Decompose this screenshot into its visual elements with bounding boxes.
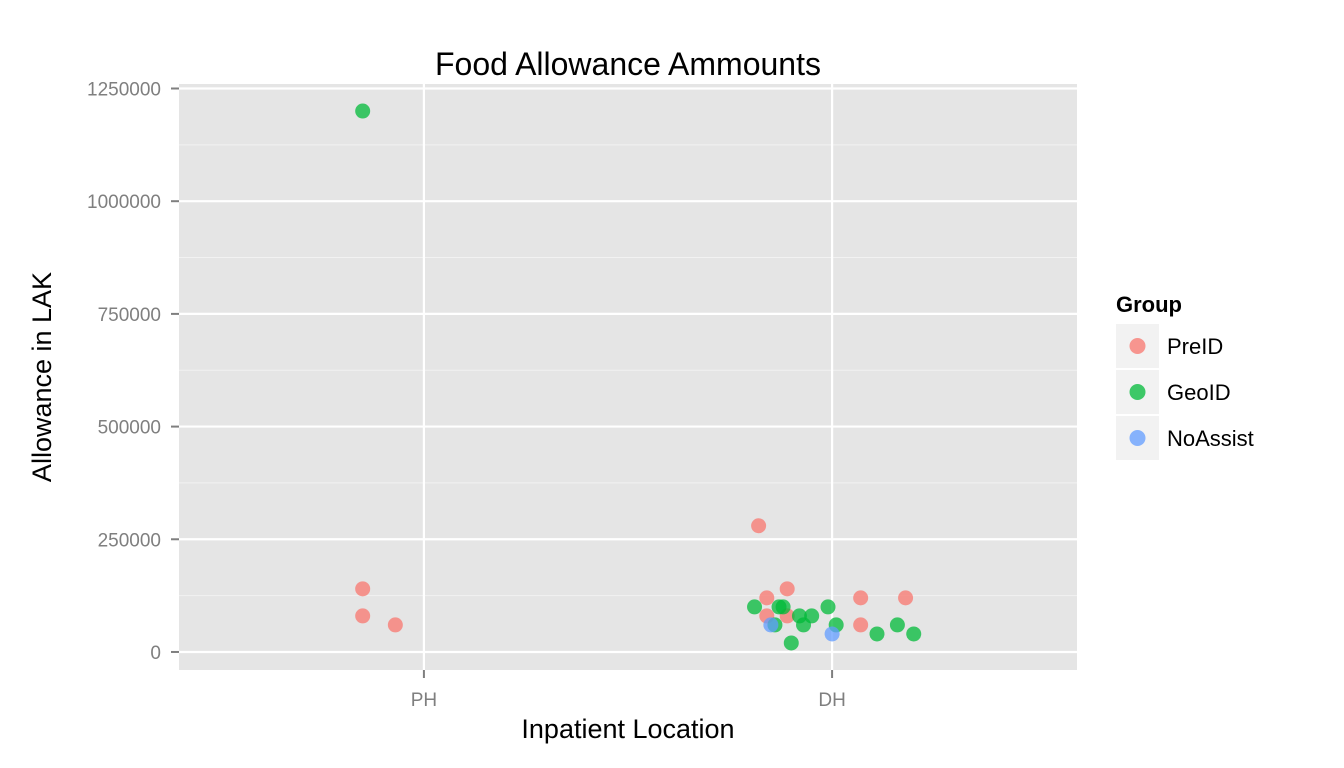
grid-major	[179, 84, 1077, 670]
y-tick-label: 1250000	[87, 80, 161, 101]
data-point-preid	[387, 617, 403, 633]
legend-title: Group	[1116, 292, 1182, 317]
grid-minor	[179, 144, 1077, 597]
y-tick-label: 500000	[98, 418, 161, 439]
plot-panel	[179, 84, 1077, 670]
data-point-preid	[779, 581, 795, 597]
legend-key-noassist	[1129, 430, 1146, 446]
data-point-preid	[853, 617, 869, 633]
legend-label-geoid: GeoID	[1167, 380, 1231, 405]
data-point-preid	[898, 590, 914, 606]
x-tick-label: DH	[818, 690, 845, 711]
data-point-geoid	[775, 599, 791, 615]
x-axis-title: Inpatient Location	[521, 714, 734, 744]
data-point-geoid	[747, 599, 763, 615]
chart-title: Food Allowance Ammounts	[435, 46, 821, 82]
data-point-geoid	[783, 635, 799, 651]
data-point-preid	[751, 518, 767, 534]
y-axis-title: Allowance in LAK	[27, 272, 57, 482]
legend-label-preid: PreID	[1167, 334, 1223, 359]
y-axis-ticks: 0 250000 500000 750000 1000000 1250000	[87, 80, 179, 664]
legend-key-preid	[1129, 338, 1146, 354]
data-point-preid	[759, 590, 775, 606]
data-point-geoid	[906, 626, 922, 642]
data-point-geoid	[355, 103, 371, 119]
data-point-geoid	[869, 626, 885, 642]
y-tick-label: 250000	[98, 530, 161, 551]
data-point-preid	[355, 581, 371, 597]
legend: Group PreID GeoID NoAssist	[1116, 292, 1254, 460]
legend-key-geoid	[1129, 384, 1146, 400]
y-tick-label: 1000000	[87, 192, 161, 213]
x-tick-label: PH	[411, 690, 437, 711]
data-point-noassist	[763, 617, 779, 633]
data-point-geoid	[889, 617, 905, 633]
data-point-geoid	[820, 599, 836, 615]
legend-items: PreID GeoID NoAssist	[1116, 324, 1254, 460]
data-point-preid	[355, 608, 371, 624]
data-point-preid	[853, 590, 869, 606]
data-point-noassist	[824, 626, 840, 642]
y-tick-label: 0	[150, 643, 161, 664]
x-axis-ticks: PH DH	[411, 670, 846, 711]
y-tick-label: 750000	[98, 305, 161, 326]
legend-label-noassist: NoAssist	[1167, 426, 1254, 451]
data-points	[355, 103, 922, 651]
data-point-geoid	[804, 608, 820, 624]
